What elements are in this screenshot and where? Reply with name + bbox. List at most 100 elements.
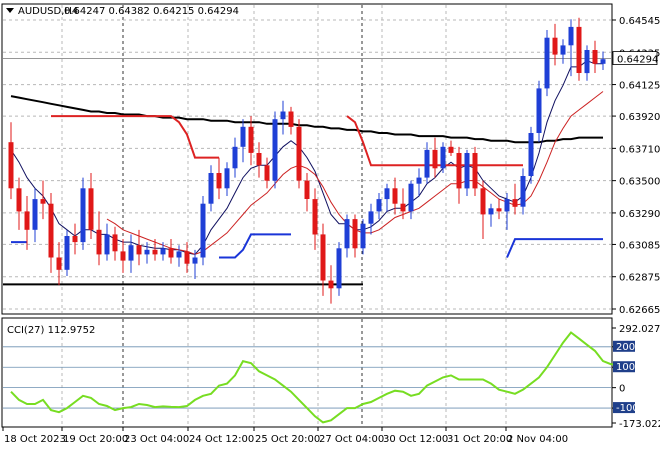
candle-body xyxy=(264,165,270,181)
candle-body xyxy=(176,251,182,258)
candle-body xyxy=(64,236,70,270)
candle-body xyxy=(40,199,46,204)
time-label: 2 Nov 04:00 xyxy=(507,434,568,445)
candle-body xyxy=(304,180,310,199)
ma-slow-line xyxy=(10,95,603,144)
candle-body xyxy=(24,211,30,230)
cci-series xyxy=(10,331,620,424)
symbol-dropdown-icon[interactable] xyxy=(6,8,14,13)
candle-body xyxy=(48,203,54,258)
candle-body xyxy=(520,176,526,207)
candle-body xyxy=(496,208,502,212)
candle-body xyxy=(272,119,278,181)
price-indicator-lines xyxy=(3,60,604,286)
candle-body xyxy=(536,88,542,133)
candle-body xyxy=(320,234,326,281)
candle-body xyxy=(504,199,510,212)
candle-body xyxy=(160,248,166,255)
candle-body xyxy=(464,153,470,189)
candle-body xyxy=(288,111,294,127)
candle-body xyxy=(560,45,566,55)
candle-body xyxy=(248,126,254,153)
candle-body xyxy=(128,245,134,261)
cci-tick-label: 0 xyxy=(619,384,625,395)
candle-body xyxy=(576,26,582,73)
candle-body xyxy=(192,257,198,264)
candle-body xyxy=(200,203,206,258)
candle-body xyxy=(424,149,430,178)
candle-body xyxy=(152,249,158,255)
cci-tick-label: 200 xyxy=(616,342,635,353)
candle-body xyxy=(368,211,374,224)
time-label: 25 Oct 20:00 xyxy=(255,434,320,445)
candle-body xyxy=(360,223,366,249)
price-tick-label: 0.64125 xyxy=(619,81,660,92)
candle-body xyxy=(352,219,358,249)
candle-body xyxy=(104,234,110,255)
candle-body xyxy=(328,280,334,289)
cci-line xyxy=(10,331,620,424)
time-label: 19 Oct 20:00 xyxy=(63,434,128,445)
candle-body xyxy=(312,199,318,235)
price-tick-label: 0.63085 xyxy=(619,240,660,251)
price-tick-label: 0.63500 xyxy=(619,177,660,188)
candle-body xyxy=(240,126,246,147)
candle-body xyxy=(448,146,454,153)
cci-axis: 292.0277 200 100 0 -100 -173.0224 xyxy=(612,324,660,430)
candle-body xyxy=(336,248,342,289)
candle-body xyxy=(376,199,382,212)
price-tick-label: 0.62665 xyxy=(619,305,660,316)
candle-body xyxy=(568,26,574,46)
candle-body xyxy=(416,177,422,184)
price-tick-label: 0.63920 xyxy=(619,112,660,123)
candle-body xyxy=(216,173,222,189)
time-label: 24 Oct 12:00 xyxy=(189,434,254,445)
time-label: 18 Oct 2023 xyxy=(4,434,66,445)
candle-body xyxy=(512,199,518,207)
current-price-label: 0.64294 xyxy=(617,55,658,66)
candle-body xyxy=(144,249,150,255)
time-label: 23 Oct 04:00 xyxy=(124,434,189,445)
candle-body xyxy=(480,188,486,215)
candle-body xyxy=(80,188,86,243)
candle-body xyxy=(224,168,230,189)
candle-body xyxy=(296,126,302,181)
candle-body xyxy=(592,50,598,64)
cci-indicator-label: CCI(27) 112.9752 xyxy=(7,325,95,336)
candle-body xyxy=(456,153,462,189)
candle-body xyxy=(256,153,262,166)
cci-tick-label: 100 xyxy=(616,362,635,373)
ohlc-readout: 0.64247 0.64382 0.64215 0.64294 xyxy=(64,6,239,17)
candle-body xyxy=(208,173,214,204)
candle-body xyxy=(344,219,350,249)
current-price-tag xyxy=(612,51,658,65)
cci-tick-label: 292.0277 xyxy=(619,324,660,335)
candle-body xyxy=(400,203,406,212)
price-panel-frame xyxy=(1,3,613,315)
candle-body xyxy=(584,50,590,74)
cci-tick-label: -100 xyxy=(616,403,639,414)
ma-fast-line xyxy=(10,60,603,255)
candle-body xyxy=(384,188,390,200)
candle-body xyxy=(488,208,494,215)
time-label: 30 Oct 12:00 xyxy=(383,434,448,445)
candle-body xyxy=(96,229,102,255)
candle-body xyxy=(120,251,126,261)
candle-body xyxy=(136,245,142,255)
candle-body xyxy=(280,111,286,120)
candle-body xyxy=(472,153,478,189)
trail-blue-line xyxy=(11,233,603,259)
cci-level-tag xyxy=(613,361,635,373)
candle-body xyxy=(408,183,414,212)
price-axis: 0.645450.643350.641250.639200.637100.635… xyxy=(612,16,660,316)
candle-body xyxy=(544,37,550,89)
candle-body xyxy=(32,199,38,230)
candlestick-series xyxy=(8,17,606,304)
candle-body xyxy=(112,234,118,252)
candle-body xyxy=(600,59,606,64)
candle-body xyxy=(232,146,238,169)
price-tick-label: 0.64545 xyxy=(619,16,660,27)
candle-body xyxy=(16,188,22,212)
